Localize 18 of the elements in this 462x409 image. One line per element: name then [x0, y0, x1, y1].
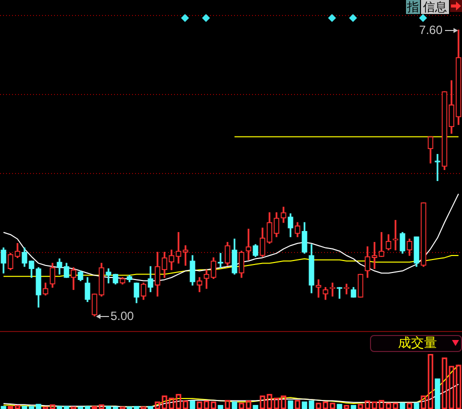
candlestick [176, 232, 182, 264]
tab-button[interactable]: 指 [406, 0, 420, 14]
candlestick [336, 287, 342, 299]
candlestick [434, 154, 440, 182]
candlestick [182, 245, 188, 266]
candlestick [344, 284, 350, 294]
candlestick [392, 220, 398, 250]
text: 7.60 [419, 22, 442, 37]
candlestick [204, 269, 210, 289]
candlestick [378, 232, 384, 257]
tab-button[interactable]: 信息 [421, 0, 449, 14]
chart-title: 成交量 [398, 336, 437, 351]
text: 5.00 [110, 308, 134, 323]
candlestick [330, 282, 336, 297]
candlestick [246, 228, 252, 260]
bar [434, 378, 440, 409]
candlestick [372, 242, 378, 270]
dropdown-field[interactable]: 成交量 [370, 335, 462, 352]
